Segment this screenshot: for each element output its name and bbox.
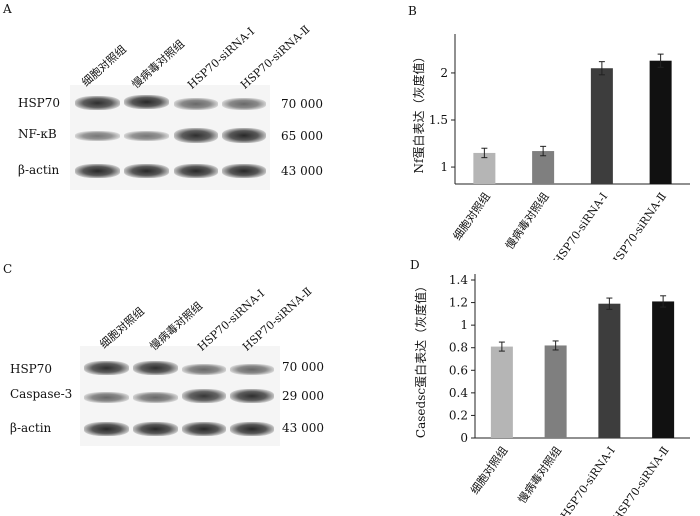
bar-chart-b: 1 1.5 2 Nf蛋白表达（灰度值） 细胞对照组 慢病毒对照组 HSP70-siRNA-Ⅰ…	[411, 34, 690, 260]
bar-chart-d: 0 0.2 0.4 0.6 0.8 1 1.2 1.4 Casedsc蛋白表达（灰度值） 细胞对照…	[413, 273, 690, 516]
bar	[544, 345, 567, 438]
x-tick-label: HSP70-siRNA-Ⅱ	[610, 444, 671, 516]
blot-band	[124, 95, 169, 109]
panel-label-a: A	[3, 2, 12, 16]
blot-band	[133, 361, 178, 375]
blot-band	[133, 422, 178, 436]
y-tick-label: 0.2	[449, 408, 468, 422]
protein-label: β-actin	[18, 163, 60, 177]
protein-label: NF-κB	[18, 127, 57, 141]
lane-label: 细胞对照组	[79, 42, 129, 90]
molecular-weight-label: 43 000	[281, 164, 323, 178]
y-tick-label: 0.6	[449, 363, 468, 377]
blot-band	[84, 361, 129, 375]
y-tick-label: 0.8	[449, 341, 468, 355]
blot-band	[230, 364, 274, 375]
blot-band	[133, 392, 178, 403]
protein-label: β-actin	[10, 421, 52, 435]
bar	[532, 151, 555, 184]
blot-band	[230, 422, 274, 436]
blot-band	[84, 392, 129, 403]
x-tick-label: 细胞对照组	[450, 190, 493, 243]
molecular-weight-label: 70 000	[281, 97, 323, 111]
panel-label-d: D	[410, 258, 420, 272]
y-axis-label: Nf蛋白表达（灰度值）	[411, 51, 426, 174]
blot-band	[75, 164, 120, 178]
blot-band	[230, 389, 274, 403]
blot-band	[174, 164, 218, 178]
panel-label-b: B	[408, 4, 417, 18]
blot-band	[182, 364, 226, 375]
blot-band	[75, 96, 120, 110]
bar	[598, 303, 621, 438]
lane-label: 慢病毒对照组	[129, 37, 188, 92]
panel-label-c: C	[3, 262, 13, 276]
x-tick-label: HSP70-siRNA-Ⅰ	[551, 190, 611, 260]
x-tick-label: 慢病毒对照组	[515, 444, 564, 506]
protein-label: Caspase-3	[10, 387, 73, 401]
y-tick-label: 0.4	[449, 386, 468, 400]
blot-band	[174, 128, 218, 143]
protein-label: HSP70	[18, 96, 61, 110]
bar	[473, 152, 496, 184]
blot-band	[222, 128, 266, 143]
blot-band	[174, 98, 218, 110]
molecular-weight-label: 43 000	[282, 421, 324, 435]
y-axis-label: Casedsc蛋白表达（灰度值）	[413, 280, 428, 438]
y-tick-label: 1.2	[449, 296, 468, 310]
x-tick-label: HSP70-siRNA-Ⅰ	[558, 444, 618, 516]
molecular-weight-label: 65 000	[281, 129, 323, 143]
x-tick-label: 慢病毒对照组	[502, 190, 551, 252]
y-tick-label: 2	[440, 66, 448, 80]
x-tick-label: 细胞对照组	[467, 444, 510, 497]
y-tick-label: 0	[460, 431, 468, 445]
y-tick-label: 1	[440, 160, 448, 174]
lane-label: 细胞对照组	[97, 304, 147, 352]
y-tick-label: 1.4	[449, 273, 468, 287]
blot-band	[124, 131, 169, 141]
blot-band	[222, 98, 266, 110]
blot-band	[84, 422, 129, 436]
bar	[590, 68, 613, 184]
bar	[649, 60, 672, 184]
x-tick-label: HSP70-siRNA-Ⅱ	[608, 190, 669, 260]
blot-band	[124, 164, 169, 178]
blot-band	[222, 164, 266, 178]
bar	[652, 301, 675, 438]
blot-band	[182, 422, 226, 436]
molecular-weight-label: 70 000	[282, 360, 324, 374]
y-tick-label: 1	[460, 318, 468, 332]
blot-band	[75, 131, 120, 141]
bar	[490, 346, 513, 438]
protein-label: HSP70	[10, 362, 53, 376]
blot-band	[182, 389, 226, 403]
y-tick-label: 1.5	[429, 113, 448, 127]
molecular-weight-label: 29 000	[282, 389, 324, 403]
